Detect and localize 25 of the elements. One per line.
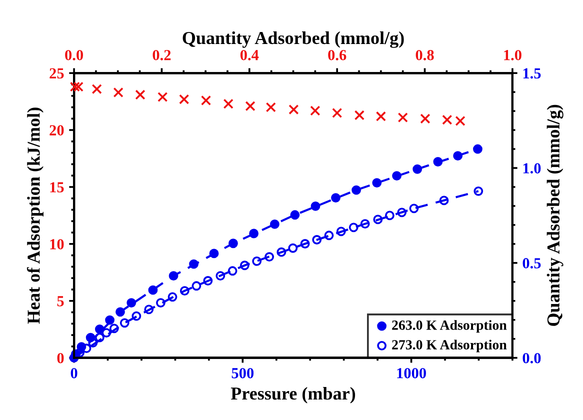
y-tick-label: 20 — [50, 125, 64, 136]
x2-tick-label: 0.0 — [65, 50, 84, 60]
x2-tick-label: 1.0 — [504, 50, 522, 60]
x2-tick-label: 0.4 — [240, 50, 259, 60]
y-tick-label: 25 — [50, 68, 64, 79]
legend-label: 273.0 K Adsorption — [392, 340, 507, 352]
x2-axis-title: Quantity Adsorbed (mmol/g) — [182, 31, 404, 48]
x2-tick-label: 0.2 — [152, 50, 171, 60]
y2-axis-title: Quantity Adsorbed (mmol/g) — [546, 104, 564, 326]
x2-tick-label: 0.6 — [328, 50, 346, 60]
y-tick-label: 5 — [57, 296, 64, 306]
x-tick-label: 500 — [232, 368, 254, 378]
y2-tick-label: 1.5 — [523, 68, 541, 79]
legend-label: 263.0 K Adsorption — [392, 320, 507, 333]
y-axis-title: Heat of Adsorption (kJ/mol) — [26, 108, 44, 324]
y2-tick-label: 0.5 — [522, 258, 541, 268]
y2-tick-label: 0.0 — [522, 352, 541, 364]
y-tick-label: 15 — [50, 182, 64, 192]
x-axis-title: Pressure (mbar) — [230, 386, 356, 404]
y-tick-label: 10 — [50, 239, 64, 250]
x-tick-label: 0 — [70, 368, 78, 378]
y-tick-label: 0 — [57, 352, 64, 364]
y2-tick-label: 1.0 — [523, 163, 541, 174]
x2-tick-label: 0.8 — [416, 50, 434, 60]
x-tick-label: 1000 — [397, 368, 426, 378]
